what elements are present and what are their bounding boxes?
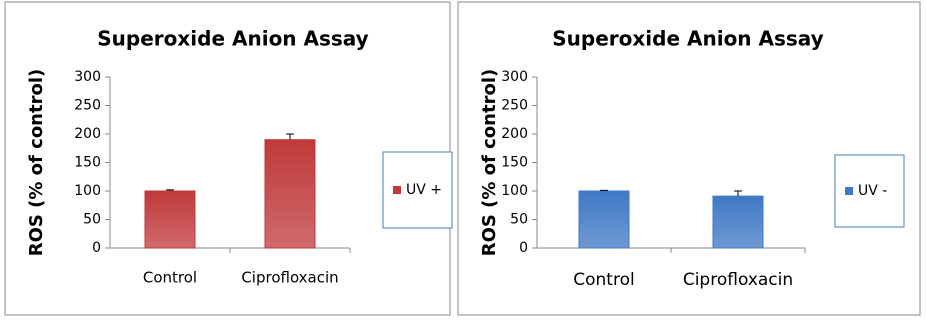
y-axis-label: ROS (% of control) — [26, 69, 47, 256]
chart-title: Superoxide Anion Assay — [97, 27, 368, 51]
y-tick-label: 100 — [74, 183, 101, 199]
y-tick-label: 50 — [83, 212, 101, 228]
legend-box — [834, 154, 905, 228]
bar — [144, 190, 196, 249]
legend-swatch — [393, 186, 401, 194]
legend-label: UV - — [858, 183, 887, 199]
y-tick-label: 300 — [74, 69, 101, 85]
error-bar — [600, 189, 608, 191]
chart-title: Superoxide Anion Assay — [552, 27, 823, 51]
y-tick-label: 50 — [510, 212, 528, 228]
x-tick-label: Control — [573, 270, 634, 290]
y-tick-label: 200 — [74, 126, 101, 142]
y-axis-label: ROS (% of control) — [479, 69, 500, 256]
y-tick-label: 0 — [519, 240, 528, 256]
error-bar — [734, 190, 742, 197]
x-tick-label: Ciprofloxacin — [241, 269, 338, 287]
bar — [264, 139, 316, 249]
y-tick-label: 200 — [501, 126, 528, 142]
y-tick-label: 300 — [501, 69, 528, 85]
bar — [712, 195, 764, 249]
error-bar — [166, 189, 174, 191]
y-tick-label: 250 — [501, 98, 528, 114]
x-tick-label: Ciprofloxacin — [683, 270, 793, 290]
y-tick-label: 150 — [74, 155, 101, 171]
error-bar — [286, 133, 294, 140]
y-tick-label: 100 — [501, 183, 528, 199]
x-tick-label: Control — [143, 269, 197, 287]
y-tick-label: 150 — [501, 155, 528, 171]
bar — [578, 190, 630, 249]
legend-label: UV + — [406, 182, 442, 198]
y-tick-label: 250 — [74, 98, 101, 114]
panel — [4, 1, 451, 316]
y-tick-label: 0 — [92, 240, 101, 256]
legend-swatch — [845, 187, 853, 195]
